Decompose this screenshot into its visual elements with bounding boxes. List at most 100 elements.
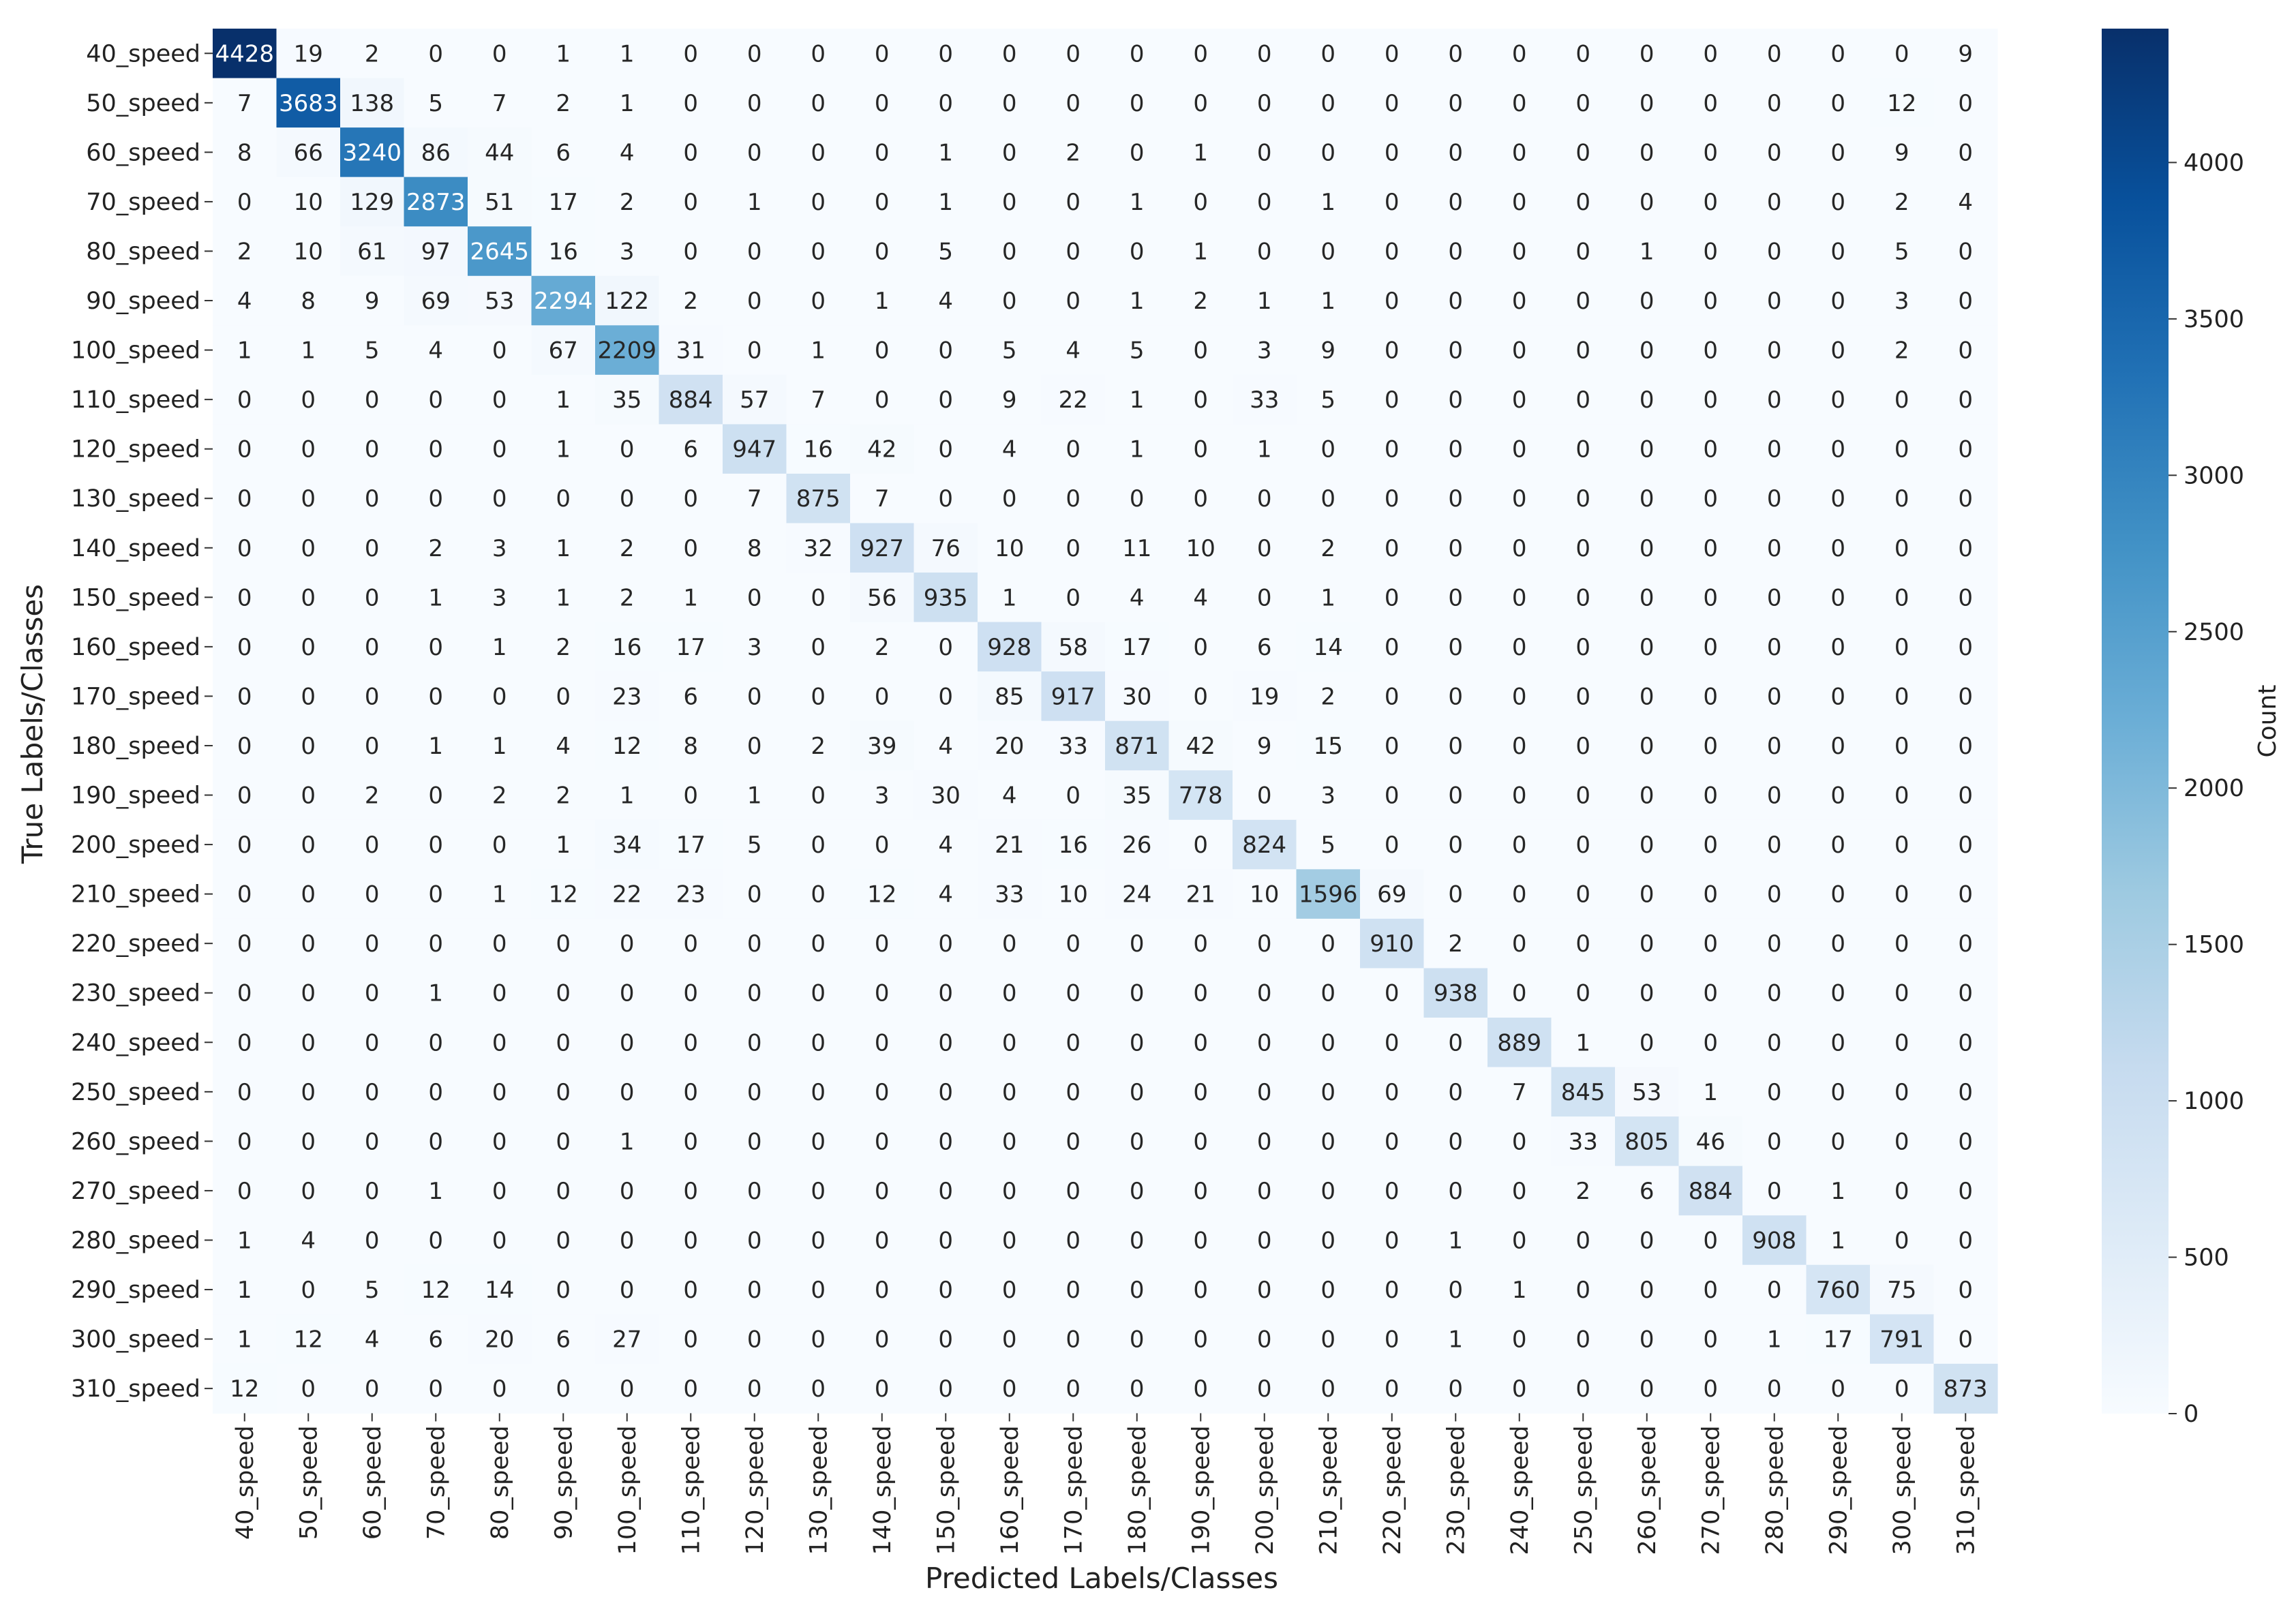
cell-value-label: 3: [747, 634, 762, 661]
cell-value-label: 0: [683, 1128, 698, 1155]
x-tick-label: 210_speed: [1315, 1425, 1342, 1555]
cell-value-label: 0: [1958, 386, 1973, 414]
heatmap-cell: [213, 523, 277, 573]
cell-value-label: 0: [875, 980, 890, 1007]
cell-value-label: 0: [938, 980, 953, 1007]
cell-value-label: 0: [428, 634, 443, 661]
heatmap-cell: [404, 819, 468, 870]
y-tick-label: 90_speed: [86, 288, 200, 315]
heatmap-cell: [1105, 374, 1170, 425]
cell-value-label: 34: [612, 832, 641, 859]
cell-value-label: 0: [556, 1128, 571, 1155]
cell-value-label: 4: [1002, 782, 1017, 810]
cell-value-label: 0: [1193, 1326, 1208, 1354]
heatmap-cell: [659, 177, 723, 227]
cell-value-label: 10: [294, 189, 323, 216]
y-tick-label: 200_speed: [71, 832, 200, 859]
cell-value-label: 0: [428, 683, 443, 710]
cell-value-label: 0: [1257, 1178, 1272, 1205]
heatmap-cell: [1105, 1166, 1170, 1216]
heatmap-cell: [786, 29, 851, 79]
heatmap-cell: [1678, 671, 1743, 722]
cell-value-label: 44: [485, 139, 514, 166]
cell-value-label: 3: [1894, 288, 1909, 315]
heatmap-cell: [1487, 1363, 1552, 1414]
cell-value-label: 0: [1830, 634, 1845, 661]
cell-value-label: 0: [365, 881, 380, 909]
heatmap-cell: [531, 1215, 596, 1266]
heatmap-cell: [1933, 275, 1998, 326]
cell-value-label: 0: [1512, 782, 1527, 810]
heatmap-cell: [1487, 720, 1552, 771]
y-axis-label: True Labels/Classes: [16, 584, 49, 864]
cell-value-label: 9: [1958, 40, 1973, 67]
cell-value-label: 17: [1824, 1326, 1853, 1354]
cell-value-label: 0: [1958, 1178, 1973, 1205]
heatmap-cell: [1806, 226, 1871, 277]
heatmap-cell: [1296, 177, 1361, 227]
cell-value-label: 1: [683, 584, 698, 611]
cell-value-label: 0: [301, 1029, 316, 1056]
cell-value-label: 0: [301, 1079, 316, 1106]
cell-value-label: 0: [875, 139, 890, 166]
heatmap-cell: [1423, 177, 1488, 227]
heatmap-cell: [1806, 819, 1871, 870]
cell-value-label: 0: [1640, 189, 1655, 216]
cell-value-label: 0: [811, 782, 826, 810]
cell-value-label: 0: [237, 930, 252, 958]
heatmap-cell: [1933, 770, 1998, 821]
cell-value-label: 2: [556, 634, 571, 661]
heatmap-cell: [468, 78, 532, 128]
cell-value-label: 1: [1320, 584, 1335, 611]
x-tick-label: 170_speed: [1060, 1425, 1087, 1555]
heatmap-cell: [1233, 473, 1297, 524]
heatmap-cell: [1742, 177, 1807, 227]
heatmap-cell: [1296, 1314, 1361, 1365]
cell-value-label: 0: [1512, 980, 1527, 1007]
cell-value-label: 0: [1894, 1079, 1909, 1106]
heatmap-cell: [468, 968, 532, 1018]
cell-value-label: 4: [938, 881, 953, 909]
cell-value-label: 0: [1575, 1326, 1590, 1354]
cell-value-label: 0: [237, 1079, 252, 1106]
cell-value-label: 2: [1320, 683, 1335, 710]
cell-value-label: 0: [1385, 980, 1400, 1007]
heatmap-cell: [913, 424, 978, 474]
cell-value-label: 85: [995, 683, 1024, 710]
cell-value-label: 0: [938, 1326, 953, 1354]
heatmap-cell: [340, 770, 405, 821]
heatmap-cell: [340, 573, 405, 623]
x-tick-label: 230_speed: [1442, 1425, 1470, 1555]
cell-value-label: 0: [237, 832, 252, 859]
cell-value-label: 0: [1066, 1029, 1081, 1056]
heatmap-cell: [1233, 819, 1297, 870]
cell-value-label: 33: [1250, 386, 1279, 414]
cell-value-label: 0: [1193, 634, 1208, 661]
heatmap-cell: [1105, 127, 1170, 178]
cell-value-label: 0: [1767, 238, 1782, 265]
cell-value-label: 0: [1767, 139, 1782, 166]
x-tick-label: 70_speed: [423, 1425, 450, 1540]
heatmap-cell: [978, 424, 1042, 474]
y-tick-label: 110_speed: [71, 386, 200, 414]
heatmap-cell: [1423, 869, 1488, 919]
heatmap-cell: [1615, 770, 1680, 821]
heatmap-cell: [1933, 473, 1998, 524]
heatmap-cell: [1041, 78, 1106, 128]
cell-value-label: 1: [1448, 1326, 1463, 1354]
cell-value-label: 6: [683, 683, 698, 710]
cell-value-label: 0: [1448, 634, 1463, 661]
cell-value-label: 33: [1059, 733, 1088, 760]
cell-value-label: 6: [683, 436, 698, 463]
heatmap-cell: [786, 523, 851, 573]
cell-value-label: 0: [1385, 733, 1400, 760]
heatmap-cell: [1806, 1264, 1871, 1315]
cell-value-label: 0: [620, 930, 635, 958]
heatmap-cell: [1551, 819, 1616, 870]
cell-value-label: 3683: [279, 90, 338, 117]
cell-value-label: 0: [365, 1079, 380, 1106]
y-tick-label: 130_speed: [71, 485, 200, 513]
cell-value-label: 0: [1130, 1029, 1145, 1056]
cell-value-label: 0: [365, 584, 380, 611]
cell-value-label: 0: [620, 1178, 635, 1205]
